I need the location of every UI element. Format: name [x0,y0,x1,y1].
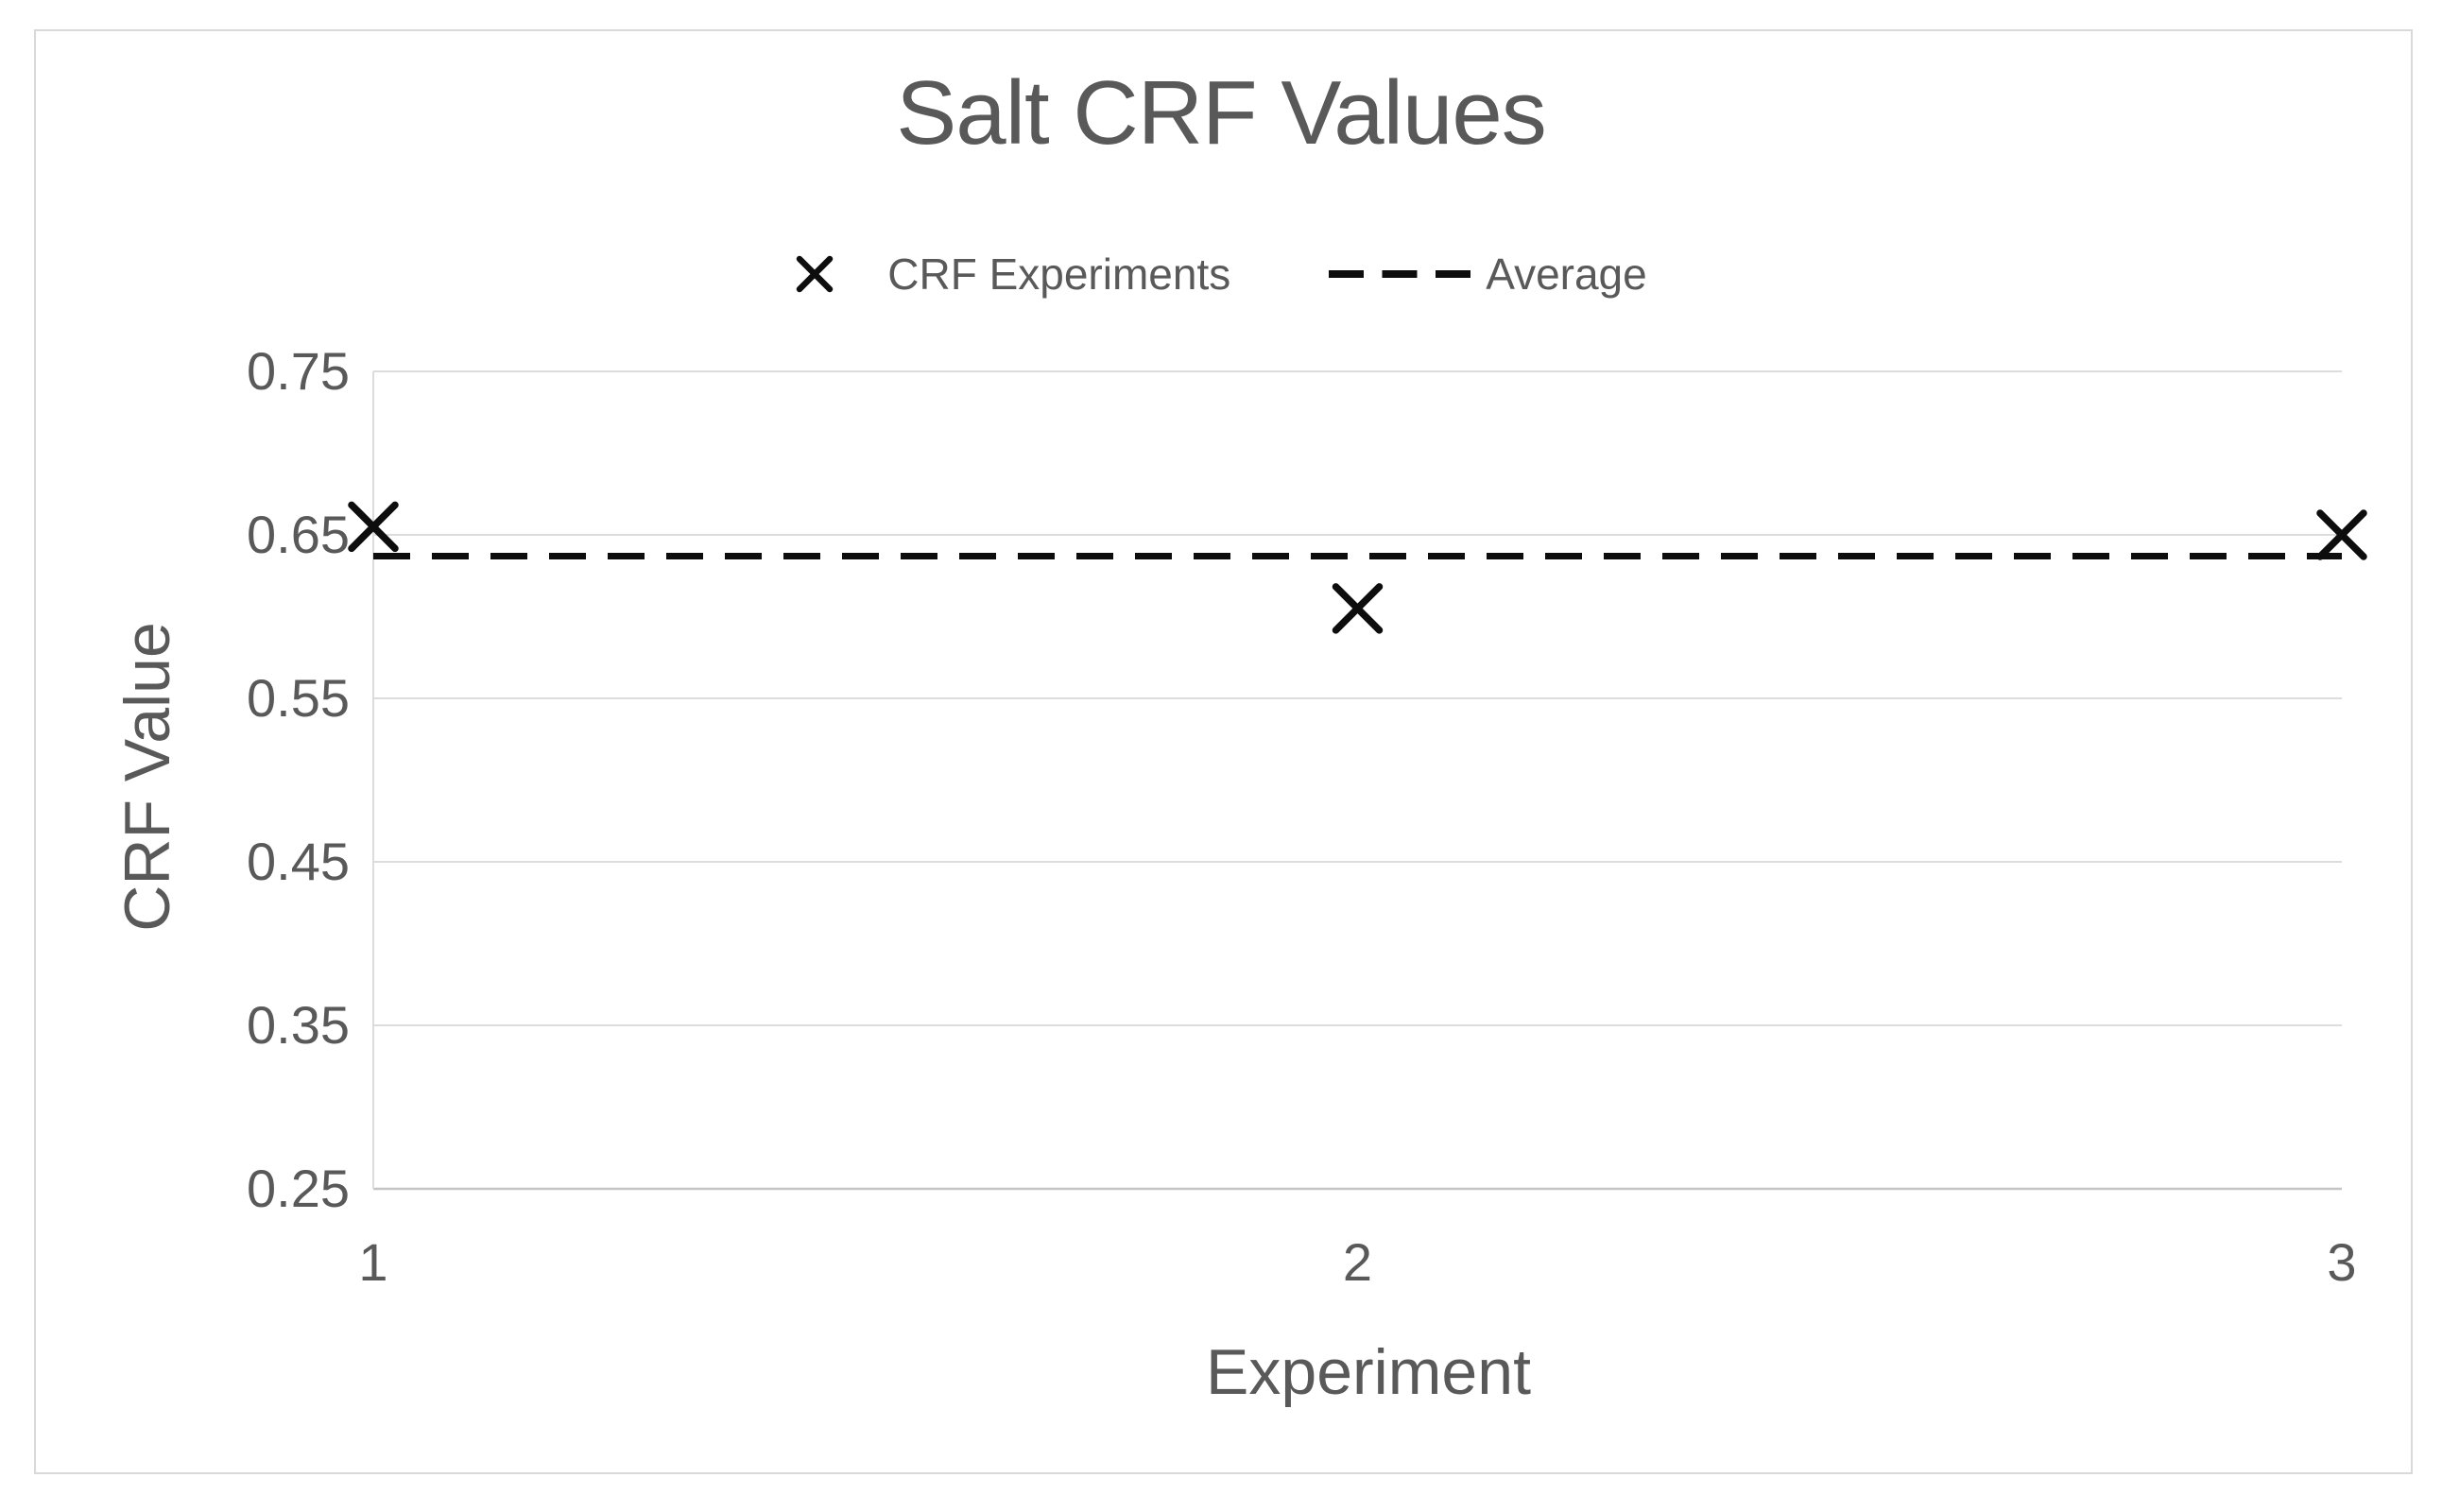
y-tick-label: 0.35 [247,995,350,1055]
legend-item-crf-experiments: CRF Experiments [795,249,1230,300]
chart-title: Salt CRF Values [896,62,1546,163]
data-point-marker [1332,583,1384,634]
y-tick-label: 0.25 [247,1159,350,1218]
legend-label-average: Average [1486,249,1647,299]
data-point-marker [348,501,399,553]
x-axis-title: Experiment [1206,1336,1531,1408]
x-tick-label: 3 [2327,1232,2357,1292]
x-marker-icon [795,254,834,294]
y-tick-label: 0.45 [247,832,350,891]
legend-label-crf-experiments: CRF Experiments [887,249,1231,299]
chart-frame [34,29,2413,1474]
dashed-line-icon [1329,267,1471,281]
y-tick-label: 0.75 [247,341,350,401]
x-tick-label: 2 [1342,1232,1373,1292]
data-point-marker [2316,509,2367,560]
y-tick-label: 0.55 [247,668,350,728]
y-tick-label: 0.65 [247,505,350,564]
legend-item-average: Average [1329,249,1647,300]
x-tick-label: 1 [358,1232,388,1292]
y-axis-title: CRF Value [112,622,183,932]
chart-legend: CRF Experiments Average [0,238,2442,310]
